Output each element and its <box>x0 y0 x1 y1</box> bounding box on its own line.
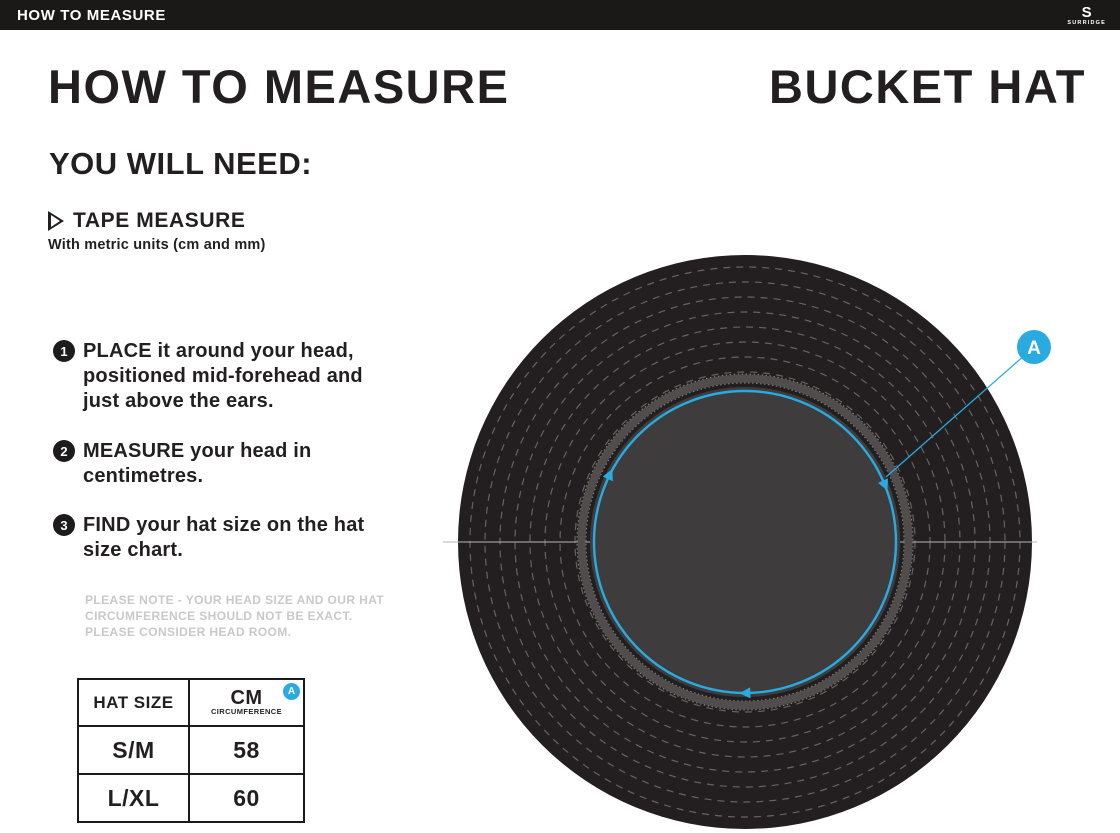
hat-size-table: HAT SIZE CM CIRCUMFERENCE A S/M 58 L/XL … <box>77 678 305 823</box>
bucket-hat-top-view: A <box>443 255 1051 829</box>
surridge-s-icon: S <box>1081 3 1092 21</box>
you-will-need-heading: YOU WILL NEED: <box>49 146 313 181</box>
step-1: 1 PLACE it around your head, positioned … <box>53 339 363 414</box>
size-sm-cell: S/M <box>77 725 190 775</box>
crown-seam <box>577 374 913 710</box>
surridge-wordmark: SURRIDGE <box>1067 19 1106 26</box>
table-row: L/XL 60 <box>77 773 305 823</box>
a-label-text: A <box>1027 338 1041 359</box>
page-title: HOW TO MEASURE <box>48 60 510 113</box>
tape-measure-icon <box>48 211 64 231</box>
table-row: S/M 58 <box>77 725 305 775</box>
cm-column-header: CM CIRCUMFERENCE A <box>188 678 305 727</box>
seam-stitch-inner <box>585 382 905 702</box>
step-3-number-badge: 3 <box>53 514 75 536</box>
table-header-row: HAT SIZE CM CIRCUMFERENCE A <box>77 678 305 727</box>
product-title: BUCKET HAT <box>769 60 1086 113</box>
bucket-hat-diagram: A <box>430 240 1070 833</box>
seam-stitch-outer <box>576 373 914 711</box>
measure-a-badge: A <box>283 683 300 700</box>
step-2: 2 MEASURE your head in centimetres. <box>53 439 311 489</box>
circumference-header-label: CIRCUMFERENCE <box>210 707 283 716</box>
step-2-text: MEASURE your head in centimetres. <box>83 440 312 487</box>
a-label-pointer-line <box>885 346 1035 478</box>
arrow-right <box>877 478 889 491</box>
cm-58-cell: 58 <box>188 725 305 775</box>
size-lxl-cell: L/XL <box>77 773 190 823</box>
top-bar: HOW TO MEASURE S SURRIDGE <box>0 0 1120 30</box>
step-1-number-badge: 1 <box>53 340 75 362</box>
requirement-detail: With metric units (cm and mm) <box>48 237 266 253</box>
measure-direction-arrows <box>602 468 889 699</box>
surridge-logo: S SURRIDGE <box>1067 5 1106 27</box>
cm-60-cell: 60 <box>188 773 305 823</box>
requirement-label: TAPE MEASURE <box>73 209 246 232</box>
head-room-note: PLEASE NOTE - YOUR HEAD SIZE AND OUR HAT… <box>85 593 385 639</box>
a-label-badge <box>1017 330 1051 364</box>
top-bar-title: HOW TO MEASURE <box>17 6 166 24</box>
hat-size-column-header: HAT SIZE <box>77 678 190 727</box>
arrow-bottom <box>739 687 751 699</box>
step-2-number-badge: 2 <box>53 440 75 462</box>
step-3-text: FIND your hat size on the hat size chart… <box>83 514 365 561</box>
arrow-left <box>602 468 613 482</box>
step-1-text: PLACE it around your head, positioned mi… <box>83 340 363 412</box>
cm-header-label: CM <box>230 687 263 709</box>
requirement-tape-measure: TAPE MEASURE With metric units (cm and m… <box>48 209 266 253</box>
step-3: 3 FIND your hat size on the hat size cha… <box>53 513 364 563</box>
hat-crown <box>590 387 900 697</box>
